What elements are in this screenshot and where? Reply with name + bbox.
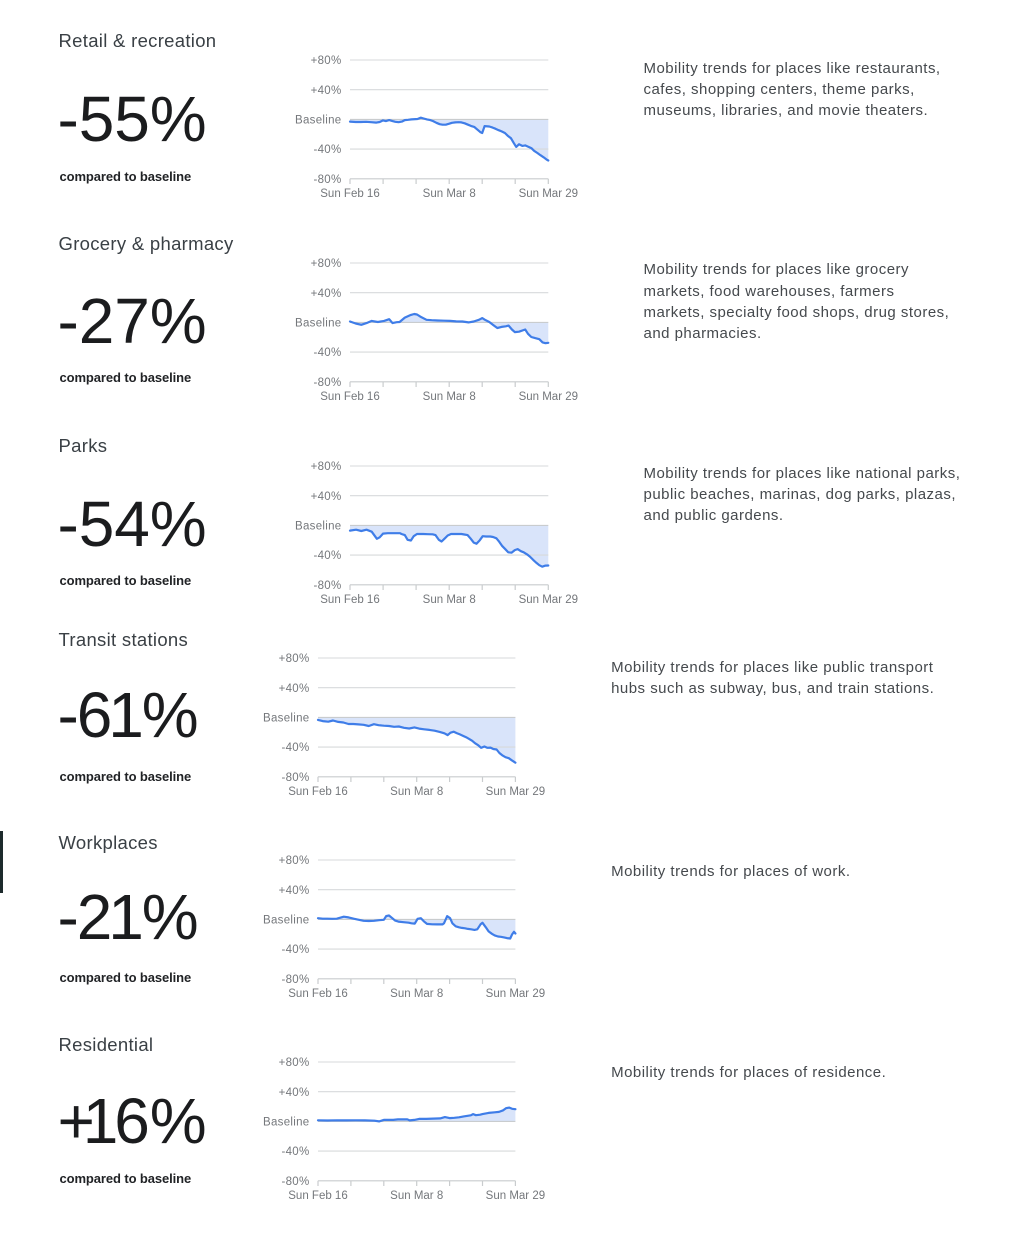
svg-text:-80%: -80%	[313, 580, 341, 592]
svg-text:+80%: +80%	[278, 653, 309, 665]
svg-text:-80%: -80%	[281, 974, 309, 986]
svg-text:+40%: +40%	[310, 85, 341, 97]
svg-text:Sun Mar 8: Sun Mar 8	[390, 988, 443, 1000]
svg-text:-40%: -40%	[313, 550, 341, 562]
svg-text:Baseline: Baseline	[263, 915, 310, 927]
svg-text:-80%: -80%	[281, 772, 309, 784]
svg-text:+80%: +80%	[310, 461, 341, 473]
svg-text:+40%: +40%	[278, 885, 309, 897]
svg-text:+80%: +80%	[278, 1057, 309, 1069]
svg-text:Sun Feb 16: Sun Feb 16	[320, 594, 379, 606]
svg-text:+40%: +40%	[278, 1087, 309, 1099]
svg-text:Sun Mar 8: Sun Mar 8	[390, 1190, 443, 1202]
svg-text:-40%: -40%	[313, 145, 341, 157]
svg-text:Sun Mar 8: Sun Mar 8	[422, 594, 475, 606]
svg-text:Sun Mar 29: Sun Mar 29	[485, 988, 544, 1000]
svg-text:-40%: -40%	[313, 347, 341, 359]
svg-text:Sun Feb 16: Sun Feb 16	[320, 189, 379, 201]
svg-text:Baseline: Baseline	[295, 520, 342, 532]
svg-text:Sun Mar 8: Sun Mar 8	[422, 189, 475, 201]
svg-text:Baseline: Baseline	[295, 317, 342, 329]
svg-text:Baseline: Baseline	[295, 115, 342, 127]
svg-text:Baseline: Baseline	[263, 713, 310, 725]
svg-text:Sun Feb 16: Sun Feb 16	[288, 988, 347, 1000]
svg-text:+80%: +80%	[310, 55, 341, 67]
svg-text:Sun Mar 29: Sun Mar 29	[518, 391, 577, 403]
svg-text:-80%: -80%	[313, 376, 341, 388]
svg-text:Sun Mar 29: Sun Mar 29	[518, 594, 577, 606]
svg-text:-40%: -40%	[281, 944, 309, 956]
svg-text:Sun Feb 16: Sun Feb 16	[320, 391, 379, 403]
svg-text:+40%: +40%	[310, 287, 341, 299]
svg-text:Sun Mar 29: Sun Mar 29	[485, 786, 544, 798]
svg-text:+40%: +40%	[310, 491, 341, 503]
svg-text:-80%: -80%	[313, 174, 341, 186]
svg-text:-40%: -40%	[281, 1146, 309, 1158]
svg-text:-80%: -80%	[281, 1176, 309, 1188]
svg-text:Baseline: Baseline	[263, 1117, 310, 1129]
svg-text:Sun Mar 8: Sun Mar 8	[422, 391, 475, 403]
svg-text:Sun Feb 16: Sun Feb 16	[288, 786, 347, 798]
svg-text:Sun Mar 8: Sun Mar 8	[390, 786, 443, 798]
svg-text:-40%: -40%	[281, 742, 309, 754]
svg-text:Sun Mar 29: Sun Mar 29	[485, 1190, 544, 1202]
svg-text:+80%: +80%	[310, 258, 341, 270]
svg-text:+80%: +80%	[278, 855, 309, 867]
svg-text:+40%: +40%	[278, 683, 309, 695]
svg-text:Sun Mar 29: Sun Mar 29	[518, 189, 577, 201]
svg-text:Sun Feb 16: Sun Feb 16	[288, 1190, 347, 1202]
